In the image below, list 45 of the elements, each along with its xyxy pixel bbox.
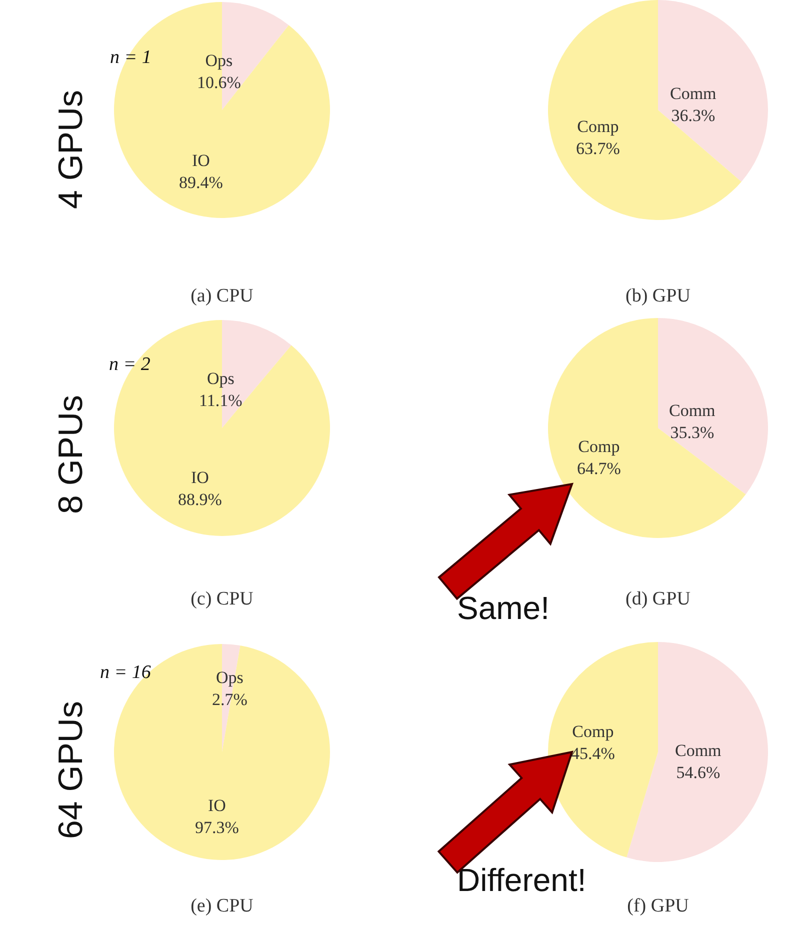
text: 8 GPUs <box>52 394 90 514</box>
slice-label: IO <box>190 468 209 487</box>
pie-slice <box>114 644 330 860</box>
data-label: 10.6% <box>197 73 241 92</box>
text: (e) CPU <box>190 896 254 917</box>
data-label: 45.4% <box>571 744 615 764</box>
text: n = 16 <box>100 662 152 683</box>
data-label: 89.4% <box>179 173 223 192</box>
slice-label: IO <box>192 151 210 170</box>
slice-label: Comp <box>572 722 614 741</box>
data-label: 2.7% <box>212 690 248 710</box>
slice-label: Ops <box>206 369 234 388</box>
data-label: 97.3% <box>195 818 239 838</box>
slice-label: Comp <box>578 437 620 456</box>
pie-slice <box>548 642 658 858</box>
text: Same! <box>457 590 550 626</box>
data-label: 64.7% <box>577 459 621 478</box>
text: Different! <box>457 862 586 898</box>
pie-slice <box>548 0 742 220</box>
slice-label: Ops <box>216 668 244 687</box>
data-label: 88.9% <box>178 490 222 510</box>
text: 64 GPUs <box>52 701 90 839</box>
text: (b) GPU <box>626 286 691 307</box>
data-label: 35.3% <box>670 423 714 442</box>
slice-label: Ops <box>205 51 233 70</box>
data-label: 36.3% <box>671 106 716 126</box>
slice-label: IO <box>208 796 226 815</box>
slice-label: Comm <box>669 401 716 420</box>
slice-label: Comm <box>670 84 716 103</box>
data-label: 63.7% <box>576 139 620 158</box>
data-label: 54.6% <box>676 763 720 782</box>
text: (c) CPU <box>190 588 254 610</box>
pie-slice <box>548 318 746 538</box>
slice-label: Comp <box>577 117 619 136</box>
pie-slice <box>626 642 768 862</box>
pie-slice <box>658 318 768 494</box>
data-label: 11.1% <box>199 391 242 410</box>
text: (a) CPU <box>190 286 254 307</box>
pie-slice <box>658 0 768 182</box>
text: n = 2 <box>109 354 151 375</box>
slice-label: Comm <box>675 741 722 760</box>
text: (d) GPU <box>626 588 691 610</box>
text: (f) GPU <box>627 896 690 917</box>
text: 4 GPUs <box>52 90 90 209</box>
text: n = 1 <box>110 47 152 68</box>
